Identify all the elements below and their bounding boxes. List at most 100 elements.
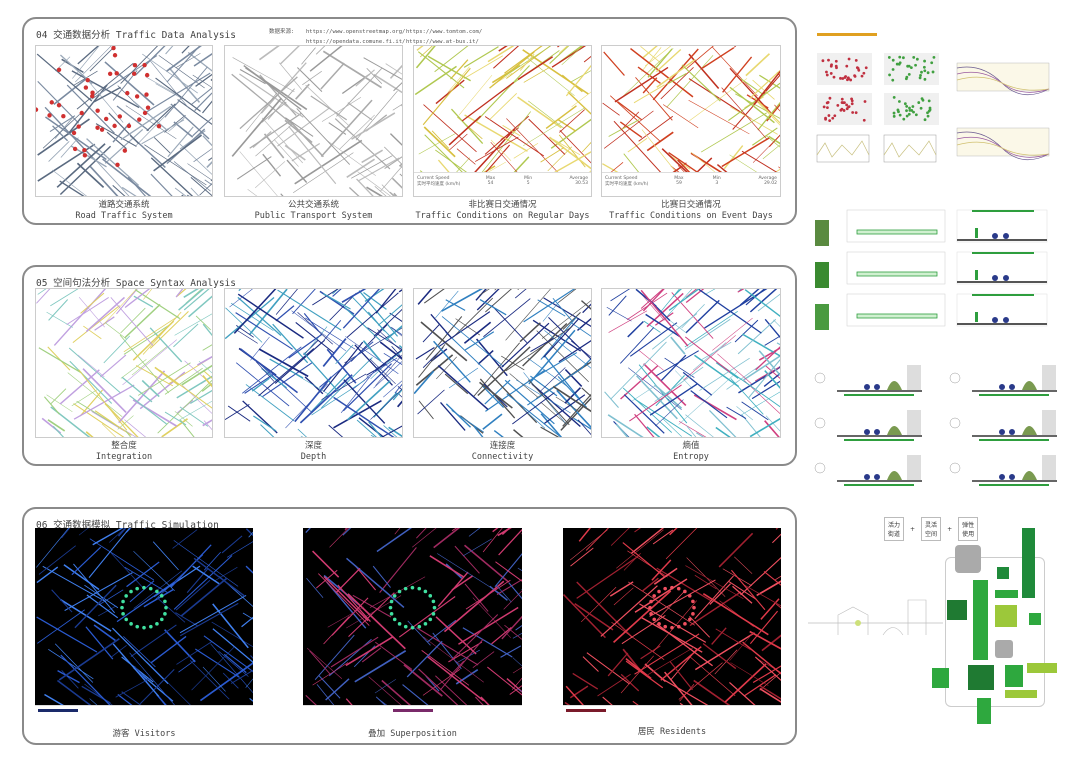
street-segment <box>143 289 153 300</box>
street-segment <box>198 360 212 374</box>
street-segment <box>369 576 426 608</box>
street-segment <box>602 696 613 705</box>
street-segment <box>192 117 212 137</box>
node-marker <box>121 612 125 616</box>
street-segment <box>172 529 198 549</box>
street-segment <box>383 425 398 437</box>
street-segment <box>491 64 521 84</box>
street-segment <box>464 544 510 583</box>
street-segment <box>549 136 591 170</box>
street-segment <box>373 308 402 337</box>
street-segment <box>101 423 117 437</box>
street-segment <box>346 158 376 178</box>
street-segment <box>175 53 201 68</box>
street-segment <box>288 333 323 359</box>
street-segment <box>303 340 319 355</box>
street-segment <box>78 528 89 536</box>
street-segment <box>694 632 755 671</box>
street-segment <box>236 329 258 344</box>
street-segment <box>613 587 634 606</box>
street-segment <box>144 144 207 186</box>
street-segment <box>752 134 780 163</box>
source-link[interactable]: https://www.at-bus.it/ <box>406 39 479 45</box>
street-segment <box>656 567 712 602</box>
street-segment <box>542 301 560 322</box>
street-segment <box>301 47 316 65</box>
street-segment <box>494 289 497 291</box>
street-segment <box>743 355 780 381</box>
street-segment <box>487 46 515 63</box>
street-segment <box>646 426 661 437</box>
street-segment <box>569 685 589 699</box>
street-segment <box>500 355 525 371</box>
street-segment <box>743 584 781 607</box>
street-segment <box>644 46 672 67</box>
source-link[interactable]: https://opendata.comune.fi.it/ <box>306 39 406 45</box>
street-segment <box>109 528 126 543</box>
street-segment <box>477 349 494 365</box>
street-segment <box>464 583 489 612</box>
street-segment <box>620 655 654 694</box>
street-segment <box>120 307 146 334</box>
street-segment <box>664 671 693 705</box>
street-segment <box>210 643 253 694</box>
street-segment <box>506 118 562 176</box>
street-segment <box>683 335 736 381</box>
street-segment <box>645 313 681 338</box>
street-segment <box>118 370 166 424</box>
source-link[interactable]: https://www.tomtom.com/ <box>406 29 483 35</box>
street-segment <box>625 658 652 680</box>
street-segment <box>548 316 591 360</box>
street-segment <box>422 324 440 343</box>
street-segment <box>558 46 569 54</box>
street-segment <box>299 374 353 424</box>
street-segment <box>412 528 437 548</box>
map-caption: 道路交通系统 Road Traffic System <box>75 200 173 221</box>
node-marker <box>135 624 140 629</box>
street-segment <box>73 563 115 614</box>
street-segment <box>124 419 147 437</box>
street-segment <box>435 616 477 655</box>
street-segment <box>374 679 396 694</box>
street-segment <box>83 325 102 340</box>
street-segment <box>119 334 170 394</box>
street-segment <box>112 184 126 196</box>
street-segment <box>678 420 707 437</box>
street-segment <box>756 580 781 597</box>
street-segment <box>318 573 370 626</box>
street-segment <box>528 329 576 385</box>
street-segment <box>377 329 402 352</box>
node-marker <box>71 130 77 136</box>
street-segment <box>493 429 504 437</box>
street-segment <box>235 362 290 407</box>
node-marker <box>90 93 95 99</box>
street-segment <box>254 161 286 189</box>
source-link[interactable]: https://www.openstreetmap.org/ <box>306 29 406 35</box>
street-segment <box>150 173 173 196</box>
street-segment <box>490 139 512 161</box>
street-segment <box>616 529 664 569</box>
street-segment <box>749 417 780 437</box>
node-marker <box>76 124 81 129</box>
street-segment <box>331 597 369 636</box>
street-segment <box>744 289 780 318</box>
street-segment <box>330 636 379 668</box>
node-marker <box>124 617 129 622</box>
street-segment <box>141 379 160 398</box>
street-segment <box>663 104 699 129</box>
node-marker <box>403 586 408 591</box>
street-segment <box>388 426 402 437</box>
average-value: 30.53 <box>575 181 588 186</box>
street-segment <box>165 46 174 55</box>
street-segment <box>384 156 402 170</box>
street-segment <box>179 406 209 427</box>
street-segment <box>762 144 780 160</box>
street-segment <box>623 394 665 434</box>
street-segment <box>154 554 204 601</box>
street-segment <box>741 401 769 421</box>
street-segment <box>754 97 780 124</box>
street-segment <box>167 126 194 158</box>
street-segment <box>285 117 314 137</box>
street-segment <box>60 654 111 705</box>
street-segment <box>46 311 73 328</box>
